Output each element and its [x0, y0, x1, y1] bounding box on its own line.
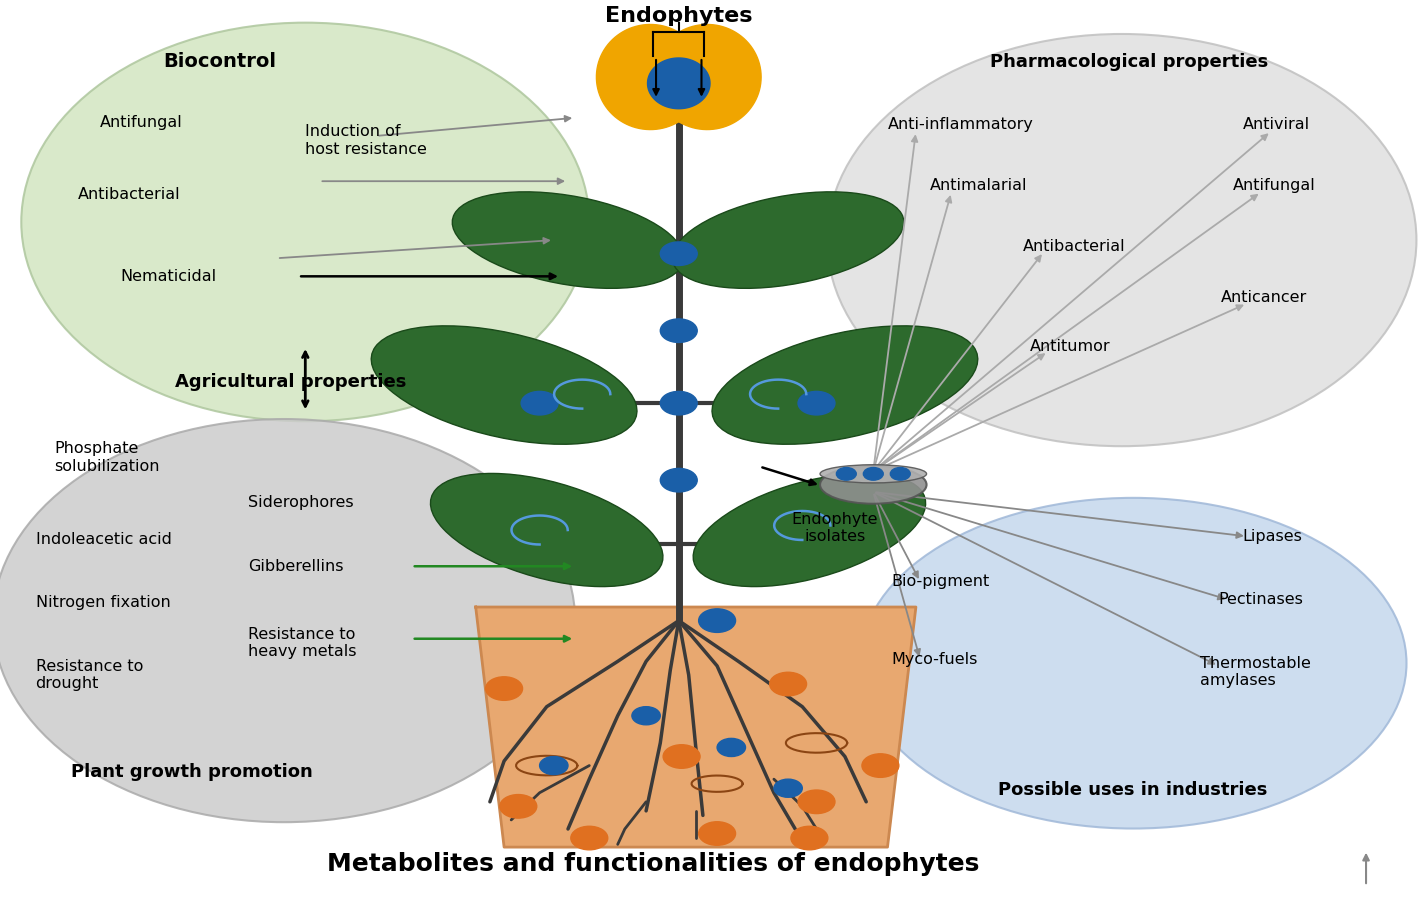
Text: Possible uses in industries: Possible uses in industries	[998, 781, 1268, 799]
Text: Anticancer: Anticancer	[1221, 290, 1308, 304]
Circle shape	[486, 677, 523, 700]
Circle shape	[863, 467, 883, 480]
Ellipse shape	[371, 326, 638, 444]
Ellipse shape	[821, 465, 926, 483]
Ellipse shape	[21, 23, 589, 421]
Circle shape	[571, 826, 608, 850]
Polygon shape	[653, 24, 761, 130]
Text: Indoleacetic acid: Indoleacetic acid	[36, 532, 172, 546]
Circle shape	[663, 745, 700, 768]
Text: Anti-inflammatory: Anti-inflammatory	[888, 117, 1034, 131]
Ellipse shape	[821, 466, 926, 504]
Text: Bio-pigment: Bio-pigment	[892, 574, 990, 589]
Ellipse shape	[693, 474, 926, 586]
Text: Plant growth promotion: Plant growth promotion	[71, 763, 312, 781]
Circle shape	[540, 757, 568, 775]
Polygon shape	[476, 607, 916, 847]
Circle shape	[699, 822, 736, 845]
Text: Endophytes: Endophytes	[605, 6, 753, 26]
Ellipse shape	[0, 419, 575, 823]
Text: Phosphate
solubilization: Phosphate solubilization	[54, 441, 159, 474]
Circle shape	[699, 609, 736, 632]
Ellipse shape	[452, 192, 684, 288]
Circle shape	[521, 391, 558, 415]
Circle shape	[632, 707, 660, 725]
Text: Antibacterial: Antibacterial	[1022, 239, 1125, 254]
Circle shape	[660, 391, 697, 415]
Text: Resistance to
heavy metals: Resistance to heavy metals	[248, 627, 356, 660]
Circle shape	[660, 319, 697, 342]
Circle shape	[770, 672, 807, 696]
Text: Myco-fuels: Myco-fuels	[892, 652, 978, 667]
Polygon shape	[648, 58, 710, 109]
Polygon shape	[596, 24, 704, 130]
Text: Siderophores: Siderophores	[248, 496, 354, 510]
Text: Antifungal: Antifungal	[1233, 178, 1315, 193]
Text: Agricultural properties: Agricultural properties	[176, 373, 406, 391]
Circle shape	[660, 242, 697, 265]
Text: Resistance to
drought: Resistance to drought	[36, 659, 143, 691]
Text: Nematicidal: Nematicidal	[121, 269, 217, 284]
Text: Antiviral: Antiviral	[1242, 117, 1309, 131]
Text: Lipases: Lipases	[1242, 529, 1302, 544]
Circle shape	[500, 795, 537, 818]
Circle shape	[774, 779, 802, 797]
Text: Thermostable
amylases: Thermostable amylases	[1200, 656, 1311, 689]
Circle shape	[862, 754, 899, 777]
Text: Antibacterial: Antibacterial	[78, 188, 180, 202]
Circle shape	[791, 826, 828, 850]
Circle shape	[890, 467, 910, 480]
FancyBboxPatch shape	[650, 56, 707, 101]
Circle shape	[798, 391, 835, 415]
Text: Pectinases: Pectinases	[1218, 593, 1304, 607]
Text: Nitrogen fixation: Nitrogen fixation	[36, 595, 170, 610]
Text: Antifungal: Antifungal	[99, 115, 182, 130]
Ellipse shape	[711, 326, 978, 444]
Text: Induction of
host resistance: Induction of host resistance	[305, 124, 427, 157]
Circle shape	[660, 468, 697, 492]
Text: Metabolites and functionalities of endophytes: Metabolites and functionalities of endop…	[327, 853, 980, 876]
Text: Antimalarial: Antimalarial	[930, 178, 1028, 193]
Circle shape	[836, 467, 856, 480]
Text: Gibberellins: Gibberellins	[248, 559, 344, 573]
Text: Antitumor: Antitumor	[1030, 339, 1110, 353]
Ellipse shape	[861, 498, 1407, 828]
Ellipse shape	[826, 34, 1416, 447]
Ellipse shape	[430, 474, 663, 586]
Text: Endophyte
isolates: Endophyte isolates	[792, 512, 878, 545]
Circle shape	[798, 790, 835, 814]
Text: Pharmacological properties: Pharmacological properties	[990, 53, 1268, 71]
Ellipse shape	[672, 192, 905, 288]
Text: Biocontrol: Biocontrol	[163, 53, 277, 71]
Circle shape	[717, 738, 746, 757]
